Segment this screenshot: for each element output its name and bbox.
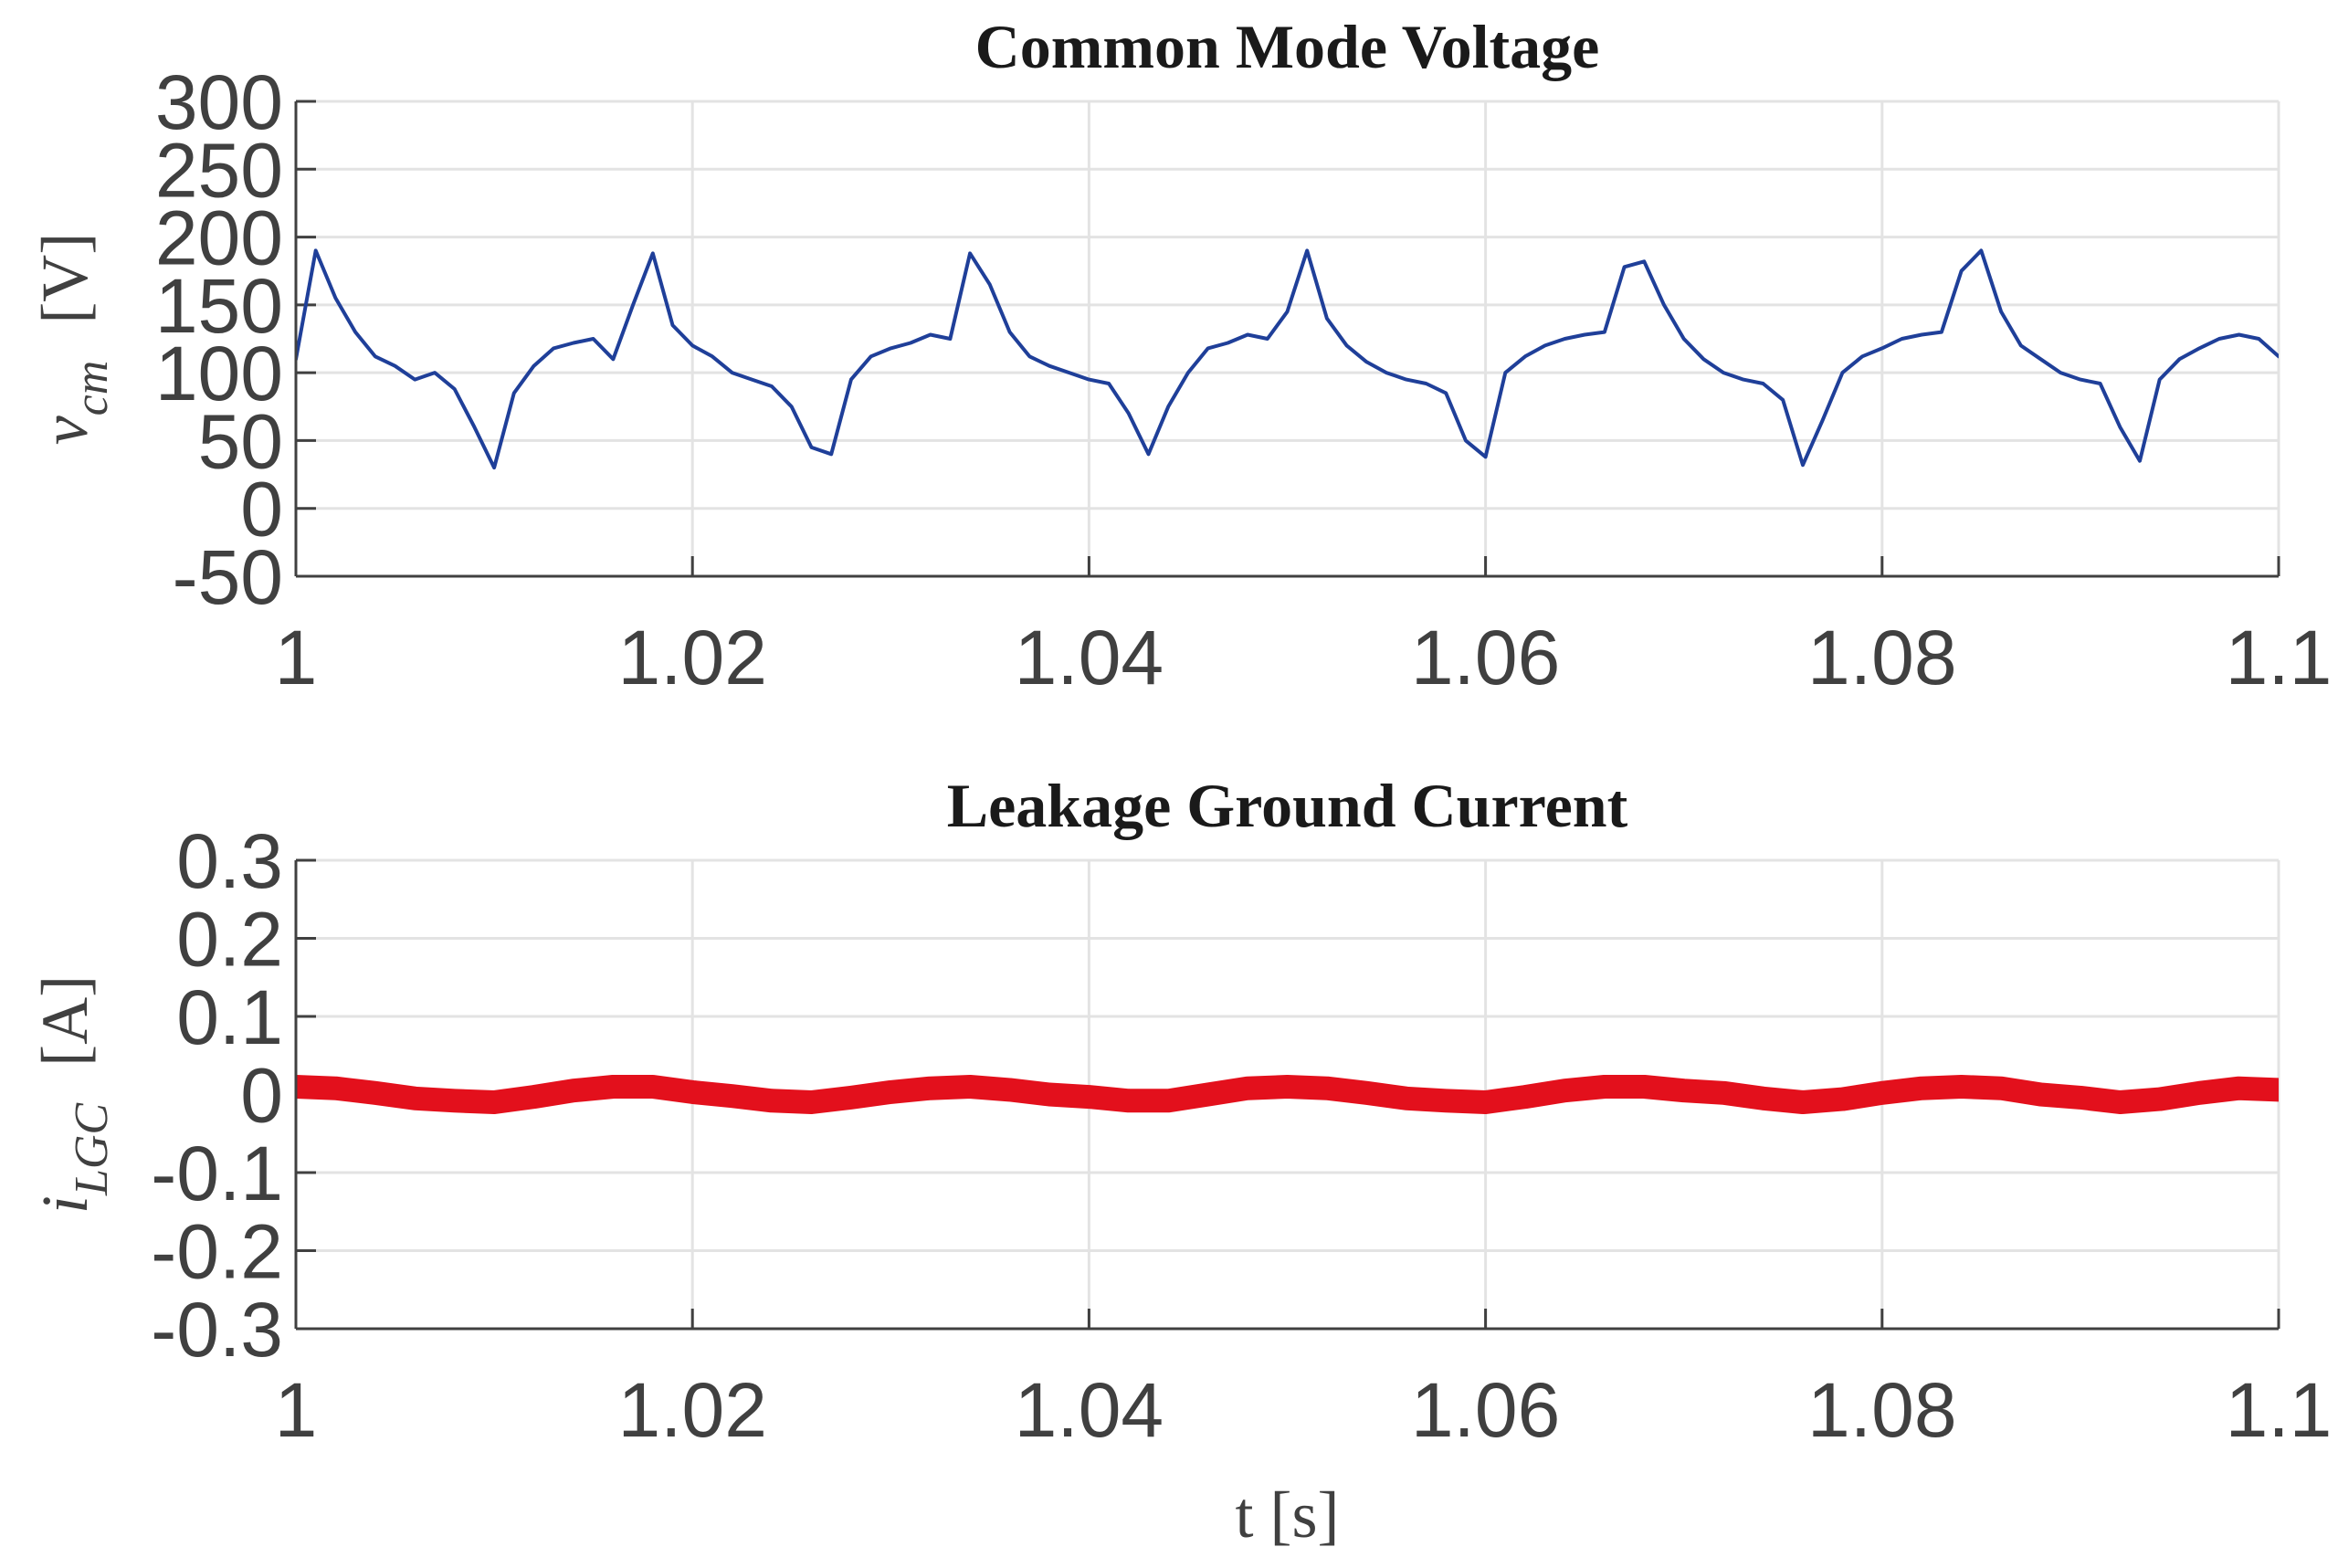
x-tick-label: 1.02 (617, 615, 767, 700)
y-tick-label: 50 (198, 398, 283, 484)
x-tick-label: 1.06 (1411, 615, 1561, 700)
y-tick-label: -0.2 (151, 1209, 283, 1295)
x-tick-label: 1.02 (617, 1367, 767, 1453)
data-line (296, 248, 2279, 470)
x-tick-label: 1.04 (1015, 1367, 1164, 1453)
x-axis-label: t [s] (1236, 1479, 1340, 1552)
y-tick-label: 0.1 (176, 974, 283, 1060)
y-tick-label: 150 (155, 263, 283, 349)
y-tick-label: 0.2 (176, 897, 283, 983)
y-tick-label: -50 (173, 534, 283, 620)
chart-title: Common Mode Voltage (975, 12, 1600, 81)
y-label-subscript: cm (66, 361, 118, 416)
x-tick-label: 1 (275, 1367, 318, 1453)
x-tick-label: 1.04 (1015, 615, 1164, 700)
y-label-symbol: v (28, 416, 101, 445)
x-tick-label: 1.1 (2226, 615, 2333, 700)
y-label-unit: [V] (28, 233, 101, 324)
y-tick-label: 200 (155, 195, 283, 281)
y-tick-label: -0.3 (151, 1287, 283, 1373)
x-tick-label: 1 (275, 615, 318, 700)
y-label-subscript: LGC (66, 1102, 118, 1196)
y-tick-label: 0 (240, 1053, 283, 1139)
y-label-symbol: i (28, 1195, 101, 1214)
y-label-unit: [A] (28, 975, 101, 1067)
y-tick-label: 0.3 (176, 818, 283, 904)
y-tick-label: -0.1 (151, 1131, 283, 1216)
data-line (296, 1075, 2279, 1114)
y-tick-label: 0 (240, 467, 283, 552)
y-tick-label: 300 (155, 59, 283, 145)
y-tick-label: 100 (155, 331, 283, 416)
x-tick-label: 1.08 (1807, 1367, 1957, 1453)
y-tick-label: 250 (155, 127, 283, 213)
chart-title: Leakage Ground Current (947, 771, 1628, 840)
x-tick-label: 1.1 (2226, 1367, 2333, 1453)
y-axis-label: vcm [V] (28, 233, 118, 446)
x-tick-label: 1.08 (1807, 615, 1957, 700)
y-axis-label: iLGC [A] (28, 975, 118, 1214)
x-tick-label: 1.06 (1411, 1367, 1561, 1453)
